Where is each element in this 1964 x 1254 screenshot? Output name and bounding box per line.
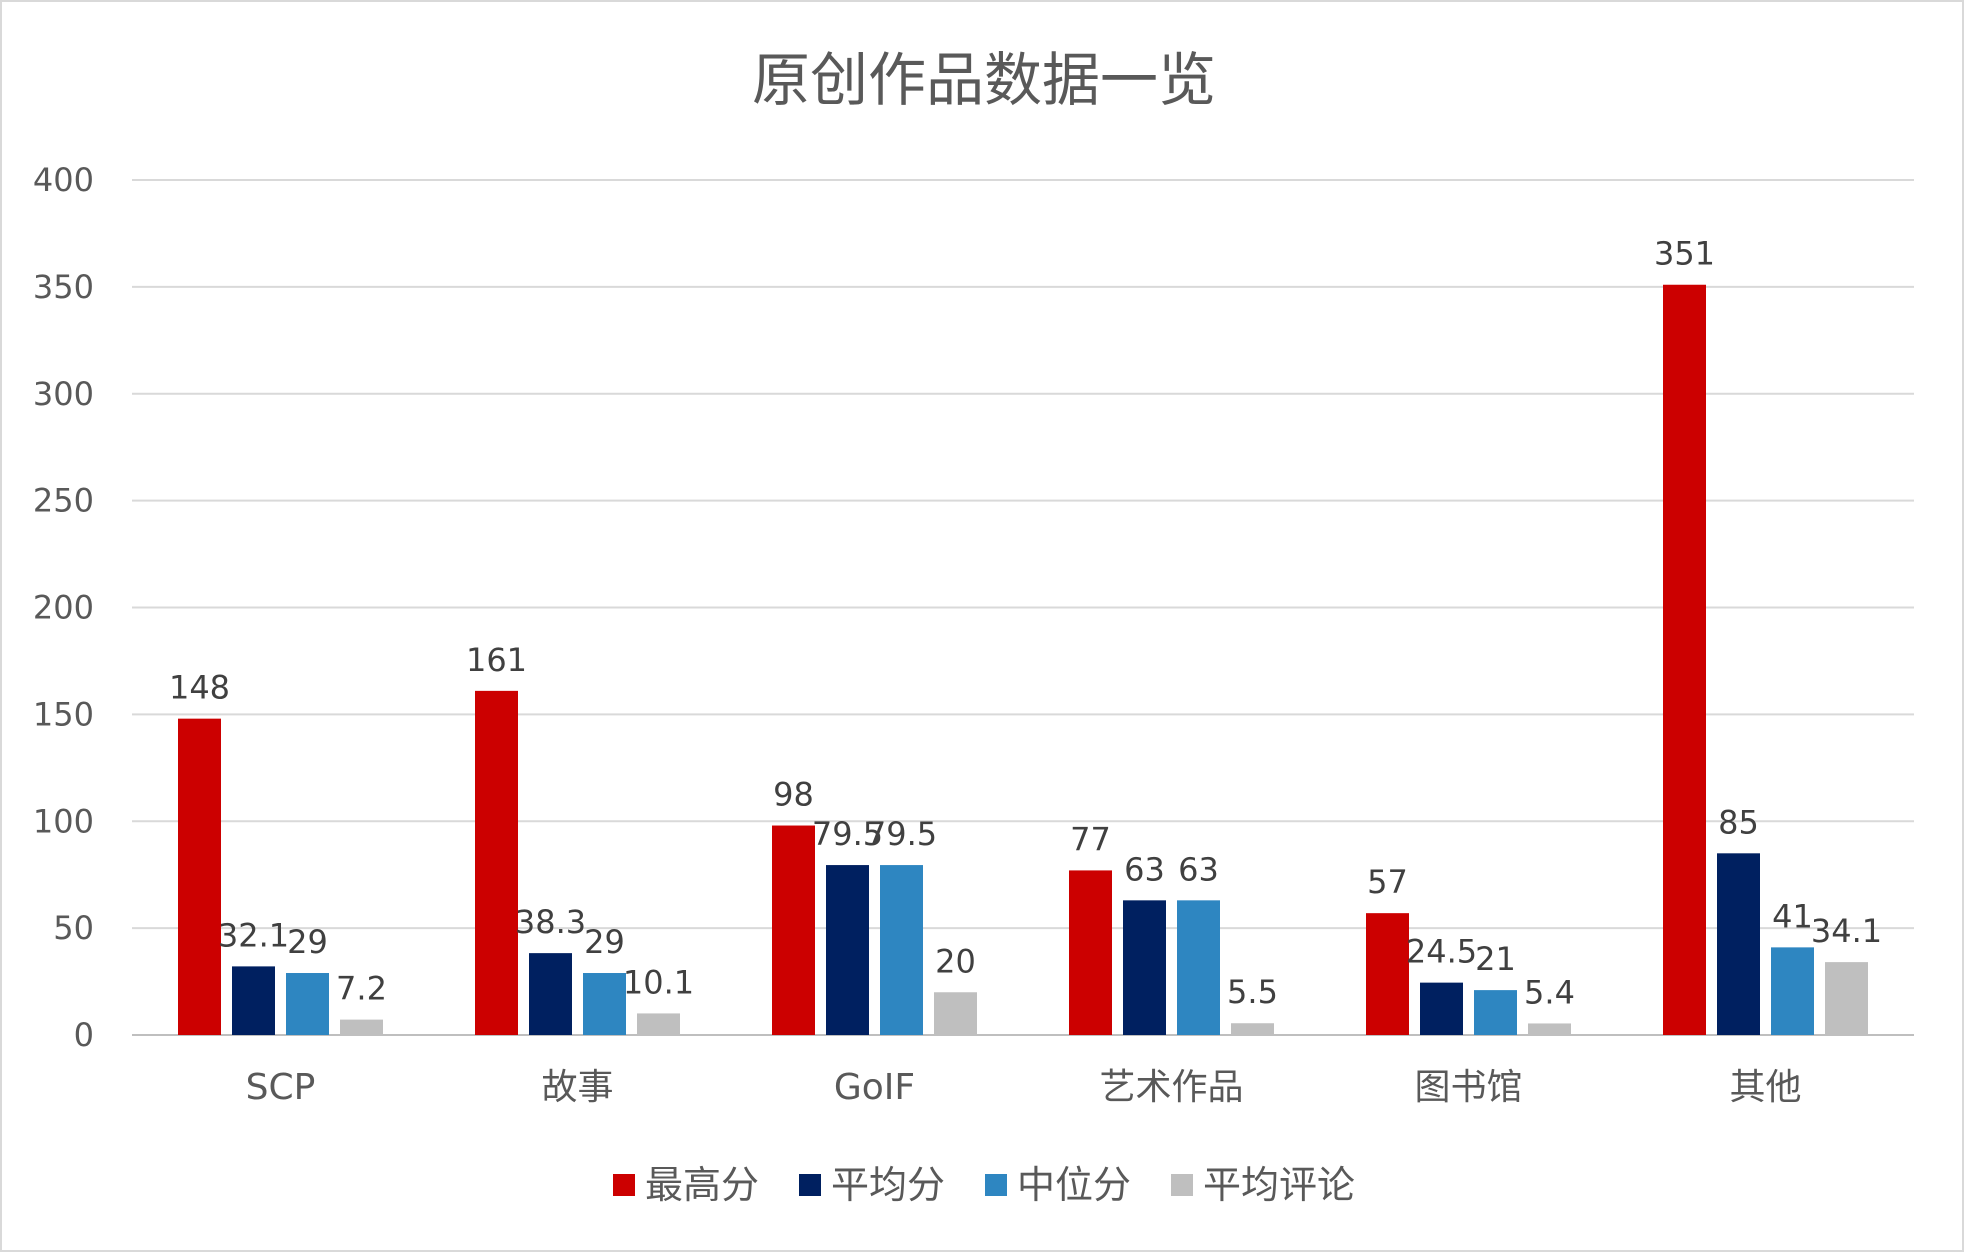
data-label: 38.3: [515, 903, 586, 941]
data-label: 85: [1718, 803, 1759, 841]
data-label: 29: [287, 923, 328, 961]
y-axis-ticks: 0 50 100 150 200 250 300 350 400: [33, 161, 94, 1054]
bar-1-5: [1366, 913, 1409, 1035]
data-label: 32.1: [218, 916, 289, 954]
bar-4-4: [1231, 1023, 1274, 1035]
bars: [178, 284, 1868, 1035]
bar-4-2: [637, 1013, 680, 1035]
legend-label: 中位分: [1017, 1163, 1131, 1207]
bar-1-6: [1663, 284, 1706, 1035]
bar-2-6: [1717, 853, 1760, 1035]
x-category-label: GoIF: [834, 1067, 915, 1108]
data-labels: 14832.1297.216138.32910.19879.579.520776…: [169, 235, 1882, 1012]
chart-title: 原创作品数据一览: [752, 46, 1216, 114]
legend-swatch: [613, 1174, 635, 1196]
x-category-label: 其他: [1729, 1067, 1801, 1108]
bar-2-4: [1123, 900, 1166, 1035]
bar-3-2: [583, 973, 626, 1035]
bar-2-5: [1420, 982, 1463, 1035]
legend-swatch: [1171, 1174, 1193, 1196]
data-label: 98: [773, 776, 814, 814]
y-tick-label: 150: [33, 695, 94, 733]
legend-item: 中位分: [985, 1163, 1131, 1207]
y-tick-label: 250: [33, 482, 94, 520]
y-tick-label: 400: [33, 161, 94, 199]
y-tick-label: 300: [33, 375, 94, 413]
legend-item: 平均评论: [1171, 1163, 1355, 1207]
data-label: 79.5: [866, 815, 937, 853]
legend-item: 平均分: [799, 1163, 945, 1207]
bar-3-3: [880, 865, 923, 1035]
data-label: 77: [1070, 820, 1111, 858]
data-label: 351: [1654, 235, 1715, 273]
data-label: 57: [1367, 863, 1408, 901]
data-label: 29: [584, 923, 625, 961]
bar-3-5: [1474, 990, 1517, 1035]
legend-swatch: [799, 1174, 821, 1196]
data-label: 41: [1772, 897, 1813, 935]
bar-4-5: [1528, 1023, 1571, 1035]
data-label: 161: [466, 641, 527, 679]
y-tick-label: 200: [33, 589, 94, 627]
y-tick-label: 100: [33, 802, 94, 840]
y-tick-label: 0: [74, 1016, 94, 1054]
x-axis-categories: SCP 故事 GoIF 艺术作品 图书馆 其他: [246, 1067, 1802, 1108]
data-label: 63: [1178, 850, 1219, 888]
bar-1-3: [772, 825, 815, 1035]
gridlines: [132, 179, 1914, 1036]
data-label: 148: [169, 669, 230, 707]
data-label: 5.4: [1524, 973, 1575, 1011]
data-label: 34.1: [1811, 912, 1882, 950]
y-tick-label: 50: [53, 909, 94, 947]
legend: 最高分 平均分 中位分 平均评论: [613, 1163, 1355, 1207]
bar-3-1: [286, 973, 329, 1035]
bar-2-2: [529, 953, 572, 1035]
data-label: 63: [1124, 850, 1165, 888]
bar-4-3: [934, 992, 977, 1035]
legend-label: 平均分: [831, 1163, 945, 1207]
x-category-label: 故事: [541, 1067, 613, 1108]
x-category-label: SCP: [246, 1067, 316, 1108]
data-label: 21: [1475, 940, 1516, 978]
data-label: 7.2: [336, 970, 387, 1008]
bar-2-1: [232, 966, 275, 1035]
data-label: 24.5: [1406, 933, 1477, 971]
legend-swatch: [985, 1174, 1007, 1196]
bar-3-4: [1177, 900, 1220, 1035]
bar-1-1: [178, 718, 221, 1035]
bar-3-6: [1771, 947, 1814, 1035]
legend-item: 最高分: [613, 1163, 759, 1207]
data-label: 79.5: [812, 815, 883, 853]
x-category-label: 图书馆: [1414, 1067, 1522, 1108]
bar-1-4: [1069, 870, 1112, 1035]
data-label: 10.1: [623, 963, 694, 1001]
bar-4-6: [1825, 962, 1868, 1035]
legend-label: 最高分: [645, 1163, 759, 1207]
x-category-label: 艺术作品: [1099, 1067, 1243, 1108]
bar-4-1: [340, 1019, 383, 1035]
data-label: 5.5: [1227, 973, 1278, 1011]
legend-label: 平均评论: [1203, 1163, 1355, 1207]
bar-2-3: [826, 865, 869, 1035]
data-label: 20: [935, 942, 976, 980]
y-tick-label: 350: [33, 268, 94, 306]
bar-1-2: [475, 690, 518, 1035]
